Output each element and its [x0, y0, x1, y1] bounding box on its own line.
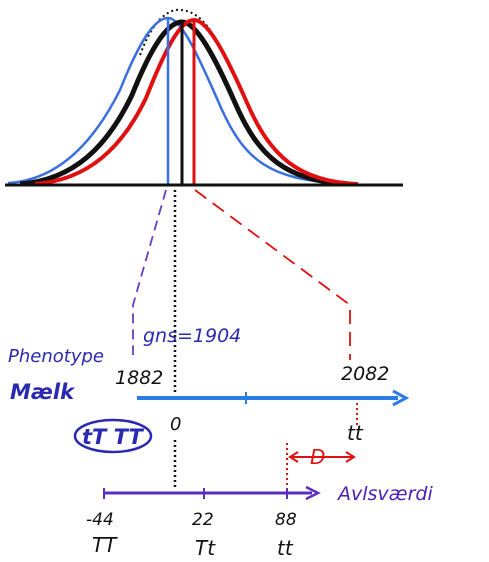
d-arrow	[288, 451, 356, 463]
d-arrow-left-head	[288, 451, 299, 463]
tick-TT-value: -44	[86, 510, 114, 530]
phenotype-axis	[137, 389, 410, 407]
tt-upper-label: tt	[347, 421, 364, 445]
blue-distribution-curve	[7, 16, 341, 185]
black-distribution-curve	[19, 19, 351, 187]
avlsvaerdi-label: Avlsværdi	[336, 483, 433, 505]
breeding-axis-arrowhead	[305, 485, 321, 501]
genotype-circle	[73, 418, 153, 454]
genotype-circle-label: tT TT	[82, 425, 144, 449]
tick-TT-label: TT	[92, 533, 118, 557]
purple-projection-line	[132, 189, 167, 355]
red-projection-line	[194, 189, 351, 360]
tick-tt-value: 88	[275, 510, 297, 530]
milk-label: Mælk	[10, 380, 76, 404]
zero-label: 0	[170, 414, 181, 435]
d-label: D	[310, 445, 325, 469]
phenotype-left-value: 1882	[115, 367, 163, 389]
phenotype-axis-arrowhead	[392, 389, 410, 407]
distribution-curves	[5, 8, 403, 187]
phenotype-label: Phenotype	[8, 346, 104, 367]
tick-Tt-value: 22	[192, 510, 214, 530]
breeding-value-axis	[103, 485, 321, 501]
phenotype-right-value: 2082	[341, 363, 389, 385]
projection-lines	[132, 189, 358, 492]
tick-tt-label: tt	[277, 536, 294, 560]
d-arrow-right-head	[345, 451, 356, 463]
tick-Tt-label: Tt	[195, 536, 216, 560]
gns-label: gns=1904	[143, 325, 241, 347]
